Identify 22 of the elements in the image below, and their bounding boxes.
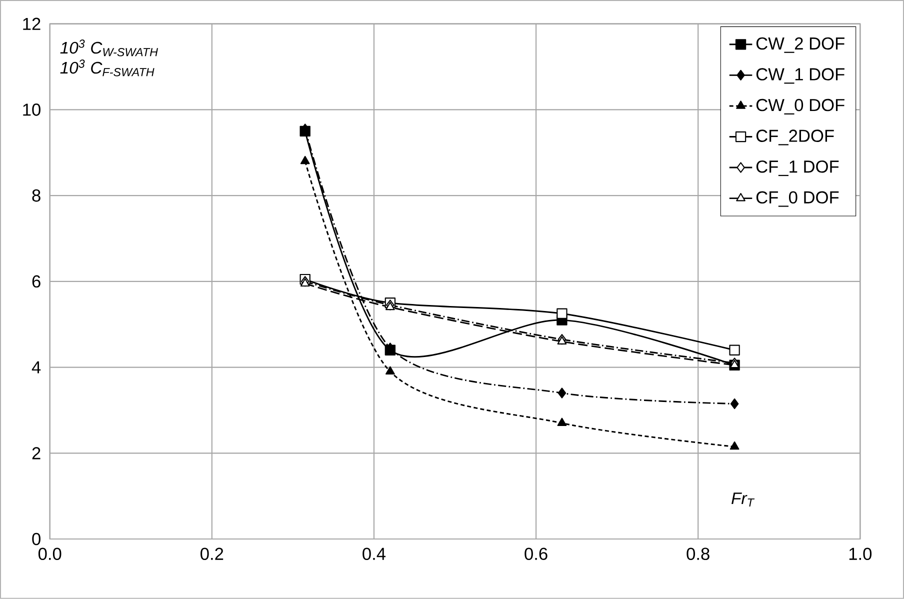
annotation: 10$^{3}$ C$_{F-SWATH}$ <box>60 60 154 76</box>
y-tick-label: 8 <box>32 189 40 202</box>
legend-label: CW_1 DOF <box>756 68 844 84</box>
y-tick-label: 0 <box>32 532 40 546</box>
y-tick-label: 10 <box>23 104 40 116</box>
x-tick-label: 1.0 <box>849 548 872 560</box>
legend-label: CF_1 DOF <box>756 160 839 176</box>
x-axis-title: Fr$_{T}$ <box>732 492 755 507</box>
legend-label: CW_0 DOF <box>756 98 844 115</box>
y-axis-title: 10$^{3}$ C$_{W-SWATH}$ <box>60 40 158 56</box>
legend-label: CF_0 DOF <box>756 191 839 207</box>
x-tick-label: 0.8 <box>686 548 710 560</box>
legend-label: CF_2DOF <box>756 130 834 146</box>
legend-label: CW_2 DOF <box>756 37 844 53</box>
x-tick-label: 0.0 <box>38 548 62 560</box>
x-tick-label: 0.2 <box>200 548 224 560</box>
y-tick-label: 12 <box>23 18 40 30</box>
x-tick-label: 0.4 <box>362 548 386 560</box>
x-tick-label: 0.6 <box>524 548 548 560</box>
y-tick-label: 6 <box>32 275 40 288</box>
y-tick-label: 4 <box>32 361 41 374</box>
y-tick-label: 2 <box>32 447 40 460</box>
